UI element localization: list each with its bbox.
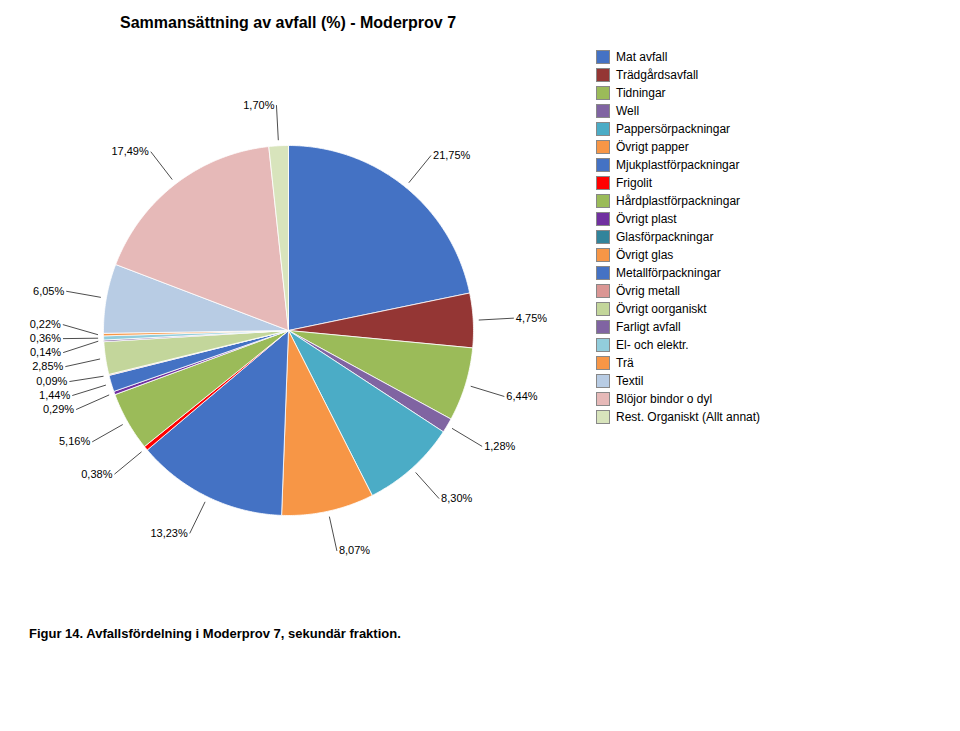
html-text:Metallförpackningar: Metallförpackningar [616, 266, 721, 280]
html-text:Frigolit: Frigolit [616, 176, 652, 190]
svg-text:0,29%: 0,29% [43, 403, 74, 415]
svg-text:13,23%: 13,23% [150, 527, 188, 539]
html-text:Tidningar: Tidningar [616, 86, 666, 100]
html-text:Rest. Organiskt (Allt annat): Rest. Organiskt (Allt annat) [616, 410, 761, 424]
svg-text:6,05%: 6,05% [33, 285, 64, 297]
html-text:Figur 14. Avfallsfördelning i: Figur 14. Avfallsfördelning i Moderprov … [29, 626, 401, 641]
html-text:Mjukplastförpackningar: Mjukplastförpackningar [616, 158, 740, 172]
svg-text:1,28%: 1,28% [484, 440, 515, 452]
html-text:Övrigt oorganiskt: Övrigt oorganiskt [616, 302, 707, 316]
svg-text:21,75%: 21,75% [433, 149, 471, 161]
svg-text:6,44%: 6,44% [506, 390, 537, 402]
svg-text:2,85%: 2,85% [32, 360, 63, 372]
html-text:Mat avfall: Mat avfall [616, 50, 668, 64]
svg-text:0,09%: 0,09% [36, 375, 67, 387]
svg-text:8,30%: 8,30% [441, 492, 472, 504]
svg-text:8,07%: 8,07% [339, 544, 370, 556]
html-text:El- och elektr.: El- och elektr. [616, 338, 689, 352]
html-text:Farligt avfall: Farligt avfall [616, 320, 681, 334]
html-text:Trä: Trä [616, 356, 634, 370]
html-text:Well: Well [616, 104, 640, 118]
html-text:Trädgårdsavfall: Trädgårdsavfall [616, 68, 699, 82]
svg-text:4,75%: 4,75% [516, 312, 547, 324]
html-text:Textil: Textil [616, 374, 644, 388]
svg-text:0,22%: 0,22% [30, 318, 61, 330]
svg-text:5,16%: 5,16% [59, 435, 90, 447]
svg-text:17,49%: 17,49% [111, 145, 149, 157]
html-text:Övrigt plast: Övrigt plast [616, 212, 677, 226]
html-text:Glasförpackningar: Glasförpackningar [616, 230, 714, 244]
svg-text:1,44%: 1,44% [39, 389, 70, 401]
html-text:Övrigt papper: Övrigt papper [616, 140, 689, 154]
html-text:Blöjor bindor o dyl: Blöjor bindor o dyl [616, 392, 713, 406]
html-text:Pappersörpackningar: Pappersörpackningar [616, 122, 731, 136]
svg-text:0,36%: 0,36% [30, 332, 61, 344]
html-text:Sammansättning av avfall (%) -: Sammansättning av avfall (%) - Moderprov… [120, 14, 456, 31]
html-text:Övrig metall: Övrig metall [616, 284, 680, 298]
svg-text:0,14%: 0,14% [30, 346, 61, 358]
svg-text:0,38%: 0,38% [81, 468, 112, 480]
svg-text:1,70%: 1,70% [243, 99, 274, 111]
html-text:Övrigt glas: Övrigt glas [616, 248, 674, 262]
html-text:Hårdplastförpackningar: Hårdplastförpackningar [616, 194, 741, 208]
